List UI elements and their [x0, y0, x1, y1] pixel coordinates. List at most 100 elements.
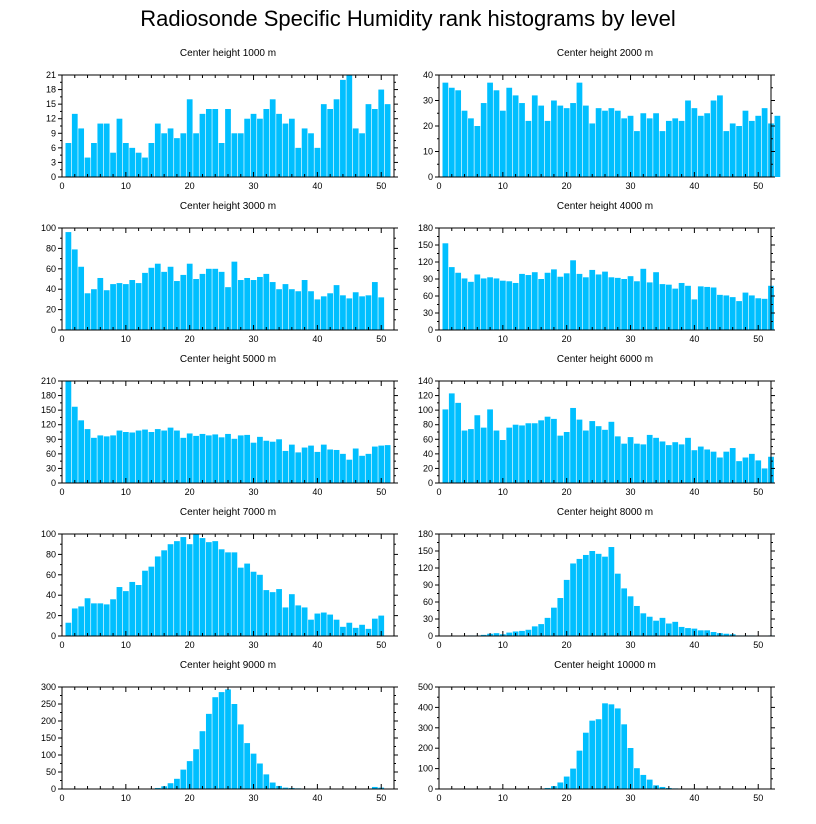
y-tick-label: 300 — [418, 723, 433, 733]
histogram-panel: Center height 4000 m 0 10 20 30 40 50 0 30 60 90 12… — [418, 201, 775, 344]
histogram-bar — [538, 105, 545, 177]
x-tick-label: 50 — [753, 181, 763, 191]
histogram-bar — [340, 626, 346, 636]
histogram-bar — [193, 133, 199, 177]
histogram-bar — [729, 123, 736, 177]
histogram-bar — [602, 110, 608, 177]
histogram-bar — [257, 574, 263, 636]
x-tick-label: 30 — [249, 487, 259, 497]
histogram-bar — [97, 277, 104, 330]
histogram-bar — [276, 589, 282, 636]
x-tick-label: 0 — [436, 487, 441, 497]
y-tick-label: 3 — [51, 157, 56, 167]
histogram-bar — [551, 100, 557, 177]
histogram-bar — [570, 768, 576, 789]
histogram-bar — [640, 613, 647, 636]
histogram-bar — [308, 133, 314, 177]
x-tick-label: 30 — [249, 334, 259, 344]
histogram-bar — [646, 282, 653, 330]
histogram-bar — [218, 437, 225, 483]
x-tick-label: 10 — [498, 334, 508, 344]
histogram-bar — [665, 120, 672, 177]
x-tick-label: 40 — [312, 640, 322, 650]
y-tick-label: 60 — [423, 291, 433, 301]
x-tick-label: 20 — [185, 487, 195, 497]
histogram-bar — [122, 591, 129, 636]
histogram-bar — [97, 435, 104, 483]
histogram-bar — [91, 437, 97, 483]
histogram-bar — [538, 420, 545, 483]
x-tick-label: 20 — [185, 793, 195, 803]
y-tick-label: 500 — [418, 682, 433, 692]
histogram-panel: Center height 6000 m 0 10 20 30 40 50 0 20 40 60 80… — [418, 354, 775, 497]
histogram-bar — [614, 708, 621, 789]
histogram-bar — [442, 243, 449, 330]
histogram-bar — [627, 115, 634, 177]
x-tick-label: 40 — [312, 334, 322, 344]
histogram-bar — [142, 570, 148, 636]
histogram-bar — [653, 113, 659, 177]
histogram-bar — [646, 779, 653, 789]
histogram-bar — [589, 421, 596, 483]
histogram-bar — [97, 123, 104, 177]
histogram-bar — [634, 281, 640, 330]
histogram-bar — [129, 581, 136, 636]
histogram-bar — [103, 123, 110, 177]
histogram-bar — [308, 291, 314, 330]
x-tick-label: 40 — [689, 793, 699, 803]
histogram-bar — [710, 100, 717, 177]
histogram-bar — [582, 554, 589, 636]
histogram-bar — [269, 282, 276, 330]
histogram-bar — [755, 460, 762, 483]
histogram-bar — [442, 409, 449, 483]
y-tick-label: 90 — [423, 274, 433, 284]
y-tick-label: 300 — [41, 682, 56, 692]
histogram-bar — [154, 429, 161, 483]
y-tick-label: 6 — [51, 143, 56, 153]
histogram-bar — [135, 585, 142, 636]
y-tick-label: 200 — [418, 743, 433, 753]
x-tick-label: 0 — [59, 334, 64, 344]
y-tick-label: 30 — [423, 96, 433, 106]
y-tick-label: 100 — [418, 764, 433, 774]
panel-title: Center height 10000 m — [554, 660, 656, 671]
histogram-bar — [576, 419, 583, 483]
x-tick-label: 0 — [59, 640, 64, 650]
histogram-bar — [576, 82, 583, 177]
histogram-bar — [678, 626, 685, 636]
histogram-bar — [218, 143, 225, 177]
histogram-bar — [557, 435, 564, 483]
histogram-bar — [710, 451, 717, 483]
histogram-bar — [237, 280, 244, 330]
histogram-bar — [244, 277, 251, 330]
histogram-bar — [602, 703, 608, 789]
histogram-bar — [167, 266, 174, 330]
x-tick-label: 30 — [626, 793, 636, 803]
histogram-bar — [748, 120, 755, 177]
histogram-bar — [646, 616, 653, 636]
y-tick-label: 30 — [46, 463, 56, 473]
histogram-bar — [199, 113, 206, 177]
histogram-bar — [346, 459, 353, 483]
histogram-panel: Center height 5000 m 0 10 20 30 40 50 0 30 60 90 12… — [41, 354, 398, 497]
y-tick-label: 9 — [51, 128, 56, 138]
histogram-bar — [685, 285, 691, 330]
histogram-bar — [174, 778, 180, 789]
histogram-bar — [474, 274, 481, 330]
y-tick-label: 100 — [41, 750, 56, 760]
histogram-bar — [659, 284, 666, 330]
histogram-bar — [327, 293, 334, 330]
histogram-bar — [116, 118, 123, 177]
histogram-bar — [582, 732, 589, 789]
x-tick-label: 50 — [376, 793, 386, 803]
histogram-bar — [506, 632, 513, 636]
histogram-panel: Center height 9000 m 0 10 20 30 40 50 0 50 100 150… — [41, 660, 398, 803]
y-tick-label: 90 — [423, 580, 433, 590]
histogram-bar — [748, 453, 755, 483]
histogram-bar — [180, 437, 187, 483]
histogram-bar — [116, 430, 123, 483]
histogram-bar — [634, 131, 640, 177]
histogram-bar — [231, 552, 238, 636]
histogram-bar — [359, 296, 365, 330]
histogram-bar — [525, 423, 532, 483]
